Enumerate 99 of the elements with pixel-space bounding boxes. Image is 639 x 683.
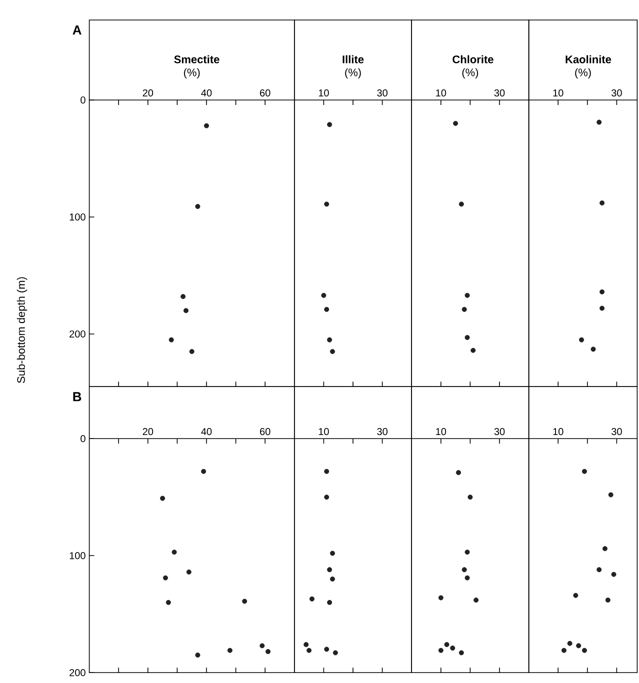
point: [189, 349, 194, 354]
y-tick-label: 200: [70, 669, 86, 676]
point: [605, 598, 610, 603]
point: [600, 200, 605, 206]
point: [468, 494, 473, 500]
point: [458, 650, 464, 656]
x-tick-label: 30: [494, 428, 505, 436]
point: [266, 649, 271, 654]
point: [324, 202, 330, 207]
point: [458, 202, 464, 207]
y-axis-title: Sub-bottom depth (m): [16, 277, 28, 383]
point: [172, 550, 177, 555]
x-axis-title: Kaolinite (%): [566, 55, 612, 78]
point: [573, 592, 578, 598]
point: [561, 648, 566, 653]
point: [600, 306, 605, 311]
x-axis-title: Chlorite (%): [452, 55, 494, 78]
x-axis-title: Smectite (%): [174, 55, 220, 78]
point: [444, 642, 450, 648]
y-tick-label: 200: [70, 330, 86, 338]
x-tick-label: 60: [260, 428, 270, 436]
x-tick-label: 60: [260, 89, 270, 96]
point: [327, 567, 332, 572]
point: [309, 596, 314, 602]
point: [438, 648, 444, 653]
x-tick-label: 40: [201, 428, 212, 436]
x-tick-label: 10: [436, 428, 446, 436]
point: [201, 468, 206, 474]
point: [474, 598, 479, 603]
point: [462, 306, 467, 312]
point: [327, 122, 332, 128]
point: [324, 494, 330, 500]
point: [304, 642, 309, 648]
y-tick-label: 0: [80, 435, 86, 442]
point: [204, 123, 209, 128]
point: [611, 572, 616, 577]
point: [450, 646, 456, 651]
point: [242, 598, 248, 604]
point: [180, 294, 186, 300]
point: [576, 643, 582, 648]
point: [464, 575, 470, 580]
point: [324, 468, 330, 474]
x-tick-label: 30: [612, 89, 622, 96]
x-tick-label: 10: [318, 89, 329, 96]
point: [166, 600, 171, 605]
point: [464, 292, 470, 298]
point: [327, 337, 332, 342]
point: [321, 292, 326, 298]
x-tick-label: 30: [377, 428, 388, 436]
point: [567, 640, 572, 646]
point: [327, 600, 332, 605]
point: [227, 648, 232, 653]
point: [438, 595, 444, 600]
text: A: [72, 26, 82, 34]
x-tick-label: 30: [494, 89, 505, 96]
x-tick-label: 20: [142, 428, 154, 436]
point: [324, 646, 330, 652]
y-tick-label: 0: [80, 96, 86, 104]
point: [330, 576, 335, 582]
point: [195, 652, 200, 658]
text: B: [73, 392, 82, 402]
point: [608, 492, 614, 498]
x-tick-label: 10: [553, 89, 564, 96]
point: [464, 550, 470, 555]
point: [456, 470, 461, 476]
point: [306, 648, 312, 653]
point: [596, 120, 602, 125]
point: [582, 648, 587, 653]
x-tick-label: 30: [377, 89, 388, 96]
point: [453, 120, 458, 126]
y-tick-label: 100: [70, 552, 86, 560]
point: [602, 546, 608, 552]
x-tick-label: 20: [142, 89, 154, 96]
point: [462, 567, 467, 572]
point: [260, 643, 265, 648]
point: [195, 204, 200, 209]
point: [324, 306, 330, 312]
point: [162, 575, 168, 580]
point: [596, 567, 602, 572]
point: [590, 346, 596, 352]
point: [464, 335, 470, 340]
y-tick-label: 100: [70, 213, 86, 221]
x-tick-label: 10: [436, 89, 446, 96]
point: [470, 348, 476, 353]
point: [168, 337, 174, 342]
point: [600, 289, 605, 294]
point: [579, 337, 584, 342]
point: [330, 550, 335, 556]
point: [582, 468, 587, 474]
point: [332, 650, 338, 656]
x-tick-label: 10: [318, 428, 329, 436]
x-axis-title: Illite (%): [342, 55, 364, 78]
point: [183, 308, 188, 314]
point: [186, 570, 192, 575]
point: [160, 496, 166, 501]
x-tick-label: 30: [612, 428, 622, 436]
x-tick-label: 10: [553, 428, 564, 436]
x-tick-label: 40: [201, 89, 212, 96]
point: [330, 349, 335, 354]
